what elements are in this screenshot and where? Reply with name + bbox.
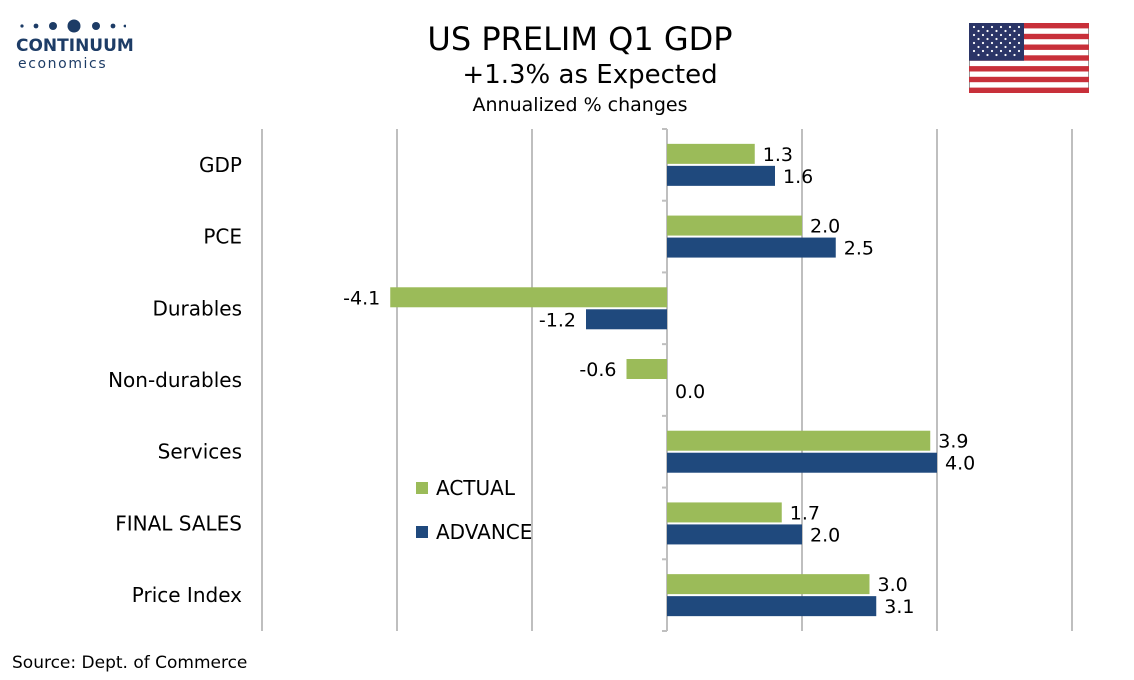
- legend-label-actual: ACTUAL: [436, 476, 516, 500]
- bar-actual: [667, 430, 931, 451]
- value-label-advance: 1.6: [783, 166, 813, 188]
- bar-actual: [667, 143, 755, 164]
- chart-title: US PRELIM Q1 GDP: [427, 20, 733, 58]
- bar-actual: [667, 215, 802, 236]
- value-label-advance: 3.1: [884, 596, 914, 618]
- value-label-actual: 1.7: [790, 502, 820, 524]
- bar-advance: [667, 237, 836, 258]
- value-label-actual: -4.1: [343, 287, 380, 309]
- category-label: Price Index: [132, 583, 242, 607]
- bar-actual: [390, 287, 667, 308]
- value-label-advance: -1.2: [539, 309, 576, 331]
- bars: [390, 143, 937, 617]
- value-label-actual: -0.6: [579, 359, 616, 381]
- zero-axis: [662, 128, 668, 632]
- value-label-advance: 2.5: [844, 238, 874, 260]
- value-label-actual: 3.0: [878, 574, 908, 596]
- category-label: Durables: [152, 296, 242, 320]
- legend-swatch-actual: [416, 482, 428, 494]
- source-note: Source: Dept. of Commerce: [12, 653, 248, 673]
- value-label-advance: 4.0: [945, 453, 975, 475]
- category-label: FINAL SALES: [115, 511, 242, 535]
- value-label-advance: 2.0: [810, 524, 840, 546]
- continuum-logo: CONTINUUM economics: [12, 14, 142, 76]
- chart-units: Annualized % changes: [472, 94, 688, 116]
- legend-label-advance: ADVANCE: [436, 520, 532, 544]
- value-label-actual: 2.0: [810, 216, 840, 238]
- category-label: Services: [158, 440, 242, 464]
- category-label: Non-durables: [108, 368, 242, 392]
- bar-actual: [667, 502, 782, 523]
- bar-advance: [586, 309, 667, 330]
- logo-wordmark: CONTINUUM: [16, 36, 134, 56]
- bar-advance: [667, 165, 775, 186]
- value-label-actual: 3.9: [938, 431, 968, 453]
- bar-actual: [626, 359, 667, 379]
- chart-subtitle: +1.3% as Expected: [462, 60, 718, 90]
- bar-advance: [667, 524, 802, 545]
- value-label-actual: 1.3: [763, 144, 793, 166]
- value-label-advance: 0.0: [675, 381, 705, 403]
- category-label: PCE: [203, 225, 242, 249]
- legend: ACTUAL ADVANCE: [416, 476, 532, 544]
- bar-actual: [667, 574, 870, 595]
- bar-advance: [667, 596, 877, 617]
- us-flag-icon: [969, 23, 1089, 93]
- logo-subtitle: economics: [18, 56, 108, 72]
- legend-swatch-advance: [416, 526, 428, 538]
- gridlines: [261, 129, 1073, 631]
- category-label: GDP: [199, 153, 242, 177]
- logo-dots-icon: [20, 19, 126, 33]
- bar-advance: [667, 452, 937, 473]
